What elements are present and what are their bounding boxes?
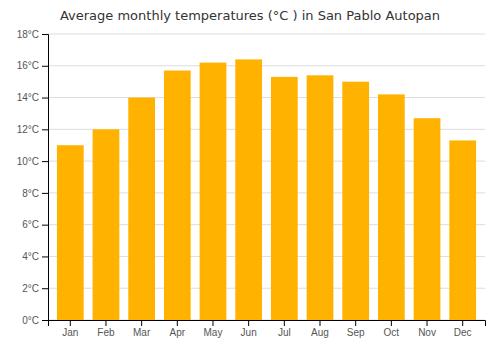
tick-label: Jul	[278, 327, 291, 338]
tick-label: Feb	[97, 327, 115, 338]
tick-label: Sep	[347, 327, 365, 338]
tick: Feb	[97, 320, 115, 338]
tick: Aug	[311, 320, 329, 338]
tick-mark	[355, 320, 356, 326]
bar	[128, 98, 155, 320]
bar	[378, 94, 405, 320]
tick: Mar	[133, 320, 151, 338]
tick-label: Oct	[384, 327, 400, 338]
tick-label: Nov	[418, 327, 436, 338]
tick-label: Dec	[454, 327, 472, 338]
bar	[449, 140, 476, 320]
plot: Jan Feb Mar Apr May Jun Jul Aug Sep Oct Nov Dec 0°C 2…	[17, 29, 486, 338]
tick: Nov	[418, 320, 436, 338]
x-axis: Jan Feb Mar Apr May Jun Jul Aug Sep Oct Nov Dec	[49, 320, 486, 338]
tick-label: Mar	[133, 327, 151, 338]
tick: 12°C	[17, 124, 48, 135]
tick-label: May	[204, 327, 223, 338]
grid	[48, 34, 485, 320]
grid-line	[48, 97, 485, 98]
tick-mark	[427, 320, 428, 326]
tick-label: Apr	[170, 327, 186, 338]
tick: Jul	[278, 320, 291, 338]
tick: 6°C	[22, 219, 48, 230]
tick: Jan	[62, 320, 78, 338]
tick: 18°C	[17, 29, 48, 40]
tick-label: Jan	[62, 327, 78, 338]
tick-mark	[42, 129, 48, 130]
tick: 2°C	[22, 283, 48, 294]
y-axis: 0°C 2°C 4°C 6°C 8°C 10°C 12°C 14°C 16°C 18°C	[17, 29, 49, 326]
bar	[271, 77, 298, 320]
tick-mark	[42, 288, 48, 289]
tick-mark	[320, 320, 321, 326]
tick: Apr	[170, 320, 186, 338]
tick-mark	[105, 320, 106, 326]
tick-label: 0°C	[22, 315, 39, 326]
tick-mark	[42, 161, 48, 162]
chart-container: Jan Feb Mar Apr May Jun Jul Aug Sep Oct Nov Dec 0°C 2…	[0, 0, 500, 350]
tick-mark	[42, 256, 48, 257]
tick: May	[204, 320, 223, 338]
tick: 4°C	[22, 251, 48, 262]
tick-mark	[42, 320, 48, 321]
tick-label: 18°C	[17, 29, 39, 40]
tick-label: Aug	[311, 327, 329, 338]
tick-mark	[141, 320, 142, 326]
tick-mark	[42, 98, 48, 99]
axis-line	[49, 321, 486, 327]
bar	[93, 129, 120, 320]
tick-mark	[284, 320, 285, 326]
tick: 0°C	[22, 315, 48, 326]
tick: 10°C	[17, 156, 48, 167]
tick-mark	[70, 320, 71, 326]
tick-mark	[177, 320, 178, 326]
bar	[414, 118, 441, 320]
tick-label: Jun	[241, 327, 257, 338]
tick-label: 8°C	[22, 188, 39, 199]
tick-mark	[391, 320, 392, 326]
tick: Sep	[347, 320, 365, 338]
tick: Oct	[384, 320, 400, 338]
tick-mark	[42, 225, 48, 226]
bars	[57, 59, 476, 320]
tick-label: 6°C	[22, 219, 39, 230]
bar	[342, 82, 369, 320]
tick-label: 12°C	[17, 124, 39, 135]
tick-label: 4°C	[22, 251, 39, 262]
tick: Jun	[241, 320, 257, 338]
bar	[57, 145, 84, 320]
tick-mark	[462, 320, 463, 326]
tick: 16°C	[17, 60, 48, 71]
tick: 14°C	[17, 92, 48, 103]
grid-line	[48, 34, 485, 35]
grid-line	[48, 65, 485, 66]
tick: 8°C	[22, 188, 48, 199]
tick: Dec	[454, 320, 472, 338]
bar	[235, 59, 262, 320]
tick-label: 10°C	[17, 156, 39, 167]
bar	[307, 75, 334, 320]
tick-label: 16°C	[17, 60, 39, 71]
chart-svg: Jan Feb Mar Apr May Jun Jul Aug Sep Oct Nov Dec 0°C 2…	[0, 0, 500, 350]
tick-label: 2°C	[22, 283, 39, 294]
tick-mark	[248, 320, 249, 326]
title: Average monthly temperatures (°C ) in Sa…	[60, 8, 440, 23]
tick-mark	[42, 66, 48, 67]
tick-label: 14°C	[17, 92, 39, 103]
bar	[200, 63, 227, 320]
axis-line	[42, 35, 49, 321]
bar	[164, 71, 191, 320]
tick-mark	[42, 34, 48, 35]
tick-mark	[212, 320, 213, 326]
tick-mark	[42, 193, 48, 194]
